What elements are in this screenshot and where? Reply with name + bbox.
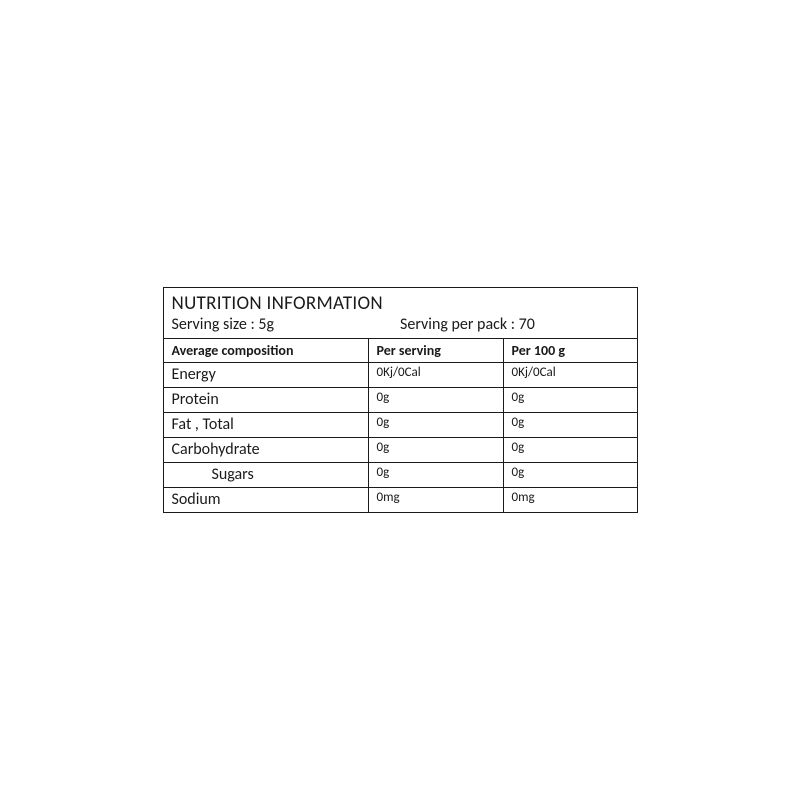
row-per-serving: 0Kj/0Cal — [369, 363, 504, 387]
serving-row: Serving size : 5g Serving per pack : 70 — [164, 315, 637, 339]
row-per-100g: 0mg — [504, 488, 637, 512]
row-per-serving: 0g — [369, 413, 504, 437]
serving-size: Serving size : 5g — [172, 315, 401, 334]
row-per-100g: 0g — [504, 413, 637, 437]
table-row: Fat , Total0g0g — [164, 413, 637, 438]
row-label: Carbohydrate — [164, 438, 369, 462]
col-avg-comp: Average composition — [164, 339, 369, 362]
row-label: Protein — [164, 388, 369, 412]
row-label: Sodium — [164, 488, 369, 512]
panel-title: NUTRITION INFORMATION — [164, 288, 637, 315]
row-per-100g: 0g — [504, 388, 637, 412]
page-wrap: NUTRITION INFORMATION Serving size : 5g … — [0, 0, 800, 800]
row-per-serving: 0g — [369, 438, 504, 462]
col-per-serving: Per serving — [369, 339, 504, 362]
serving-per-pack: Serving per pack : 70 — [400, 315, 629, 334]
row-per-100g: 0Kj/0Cal — [504, 363, 637, 387]
row-per-100g: 0g — [504, 463, 637, 487]
row-label: Energy — [164, 363, 369, 387]
row-per-serving: 0g — [369, 388, 504, 412]
table-row: Energy0Kj/0Cal0Kj/0Cal — [164, 363, 637, 388]
table-row: Sodium0mg0mg — [164, 488, 637, 512]
row-per-100g: 0g — [504, 438, 637, 462]
row-label: Sugars — [164, 463, 369, 487]
table-row: Protein0g0g — [164, 388, 637, 413]
row-per-serving: 0mg — [369, 488, 504, 512]
row-per-serving: 0g — [369, 463, 504, 487]
column-headers: Average composition Per serving Per 100 … — [164, 339, 637, 363]
table-row: Sugars0g0g — [164, 463, 637, 488]
rows-container: Energy0Kj/0Cal0Kj/0CalProtein0g0gFat , T… — [164, 363, 637, 512]
col-per-100g: Per 100 g — [504, 339, 637, 362]
nutrition-panel: NUTRITION INFORMATION Serving size : 5g … — [163, 287, 638, 513]
row-label: Fat , Total — [164, 413, 369, 437]
table-row: Carbohydrate0g0g — [164, 438, 637, 463]
